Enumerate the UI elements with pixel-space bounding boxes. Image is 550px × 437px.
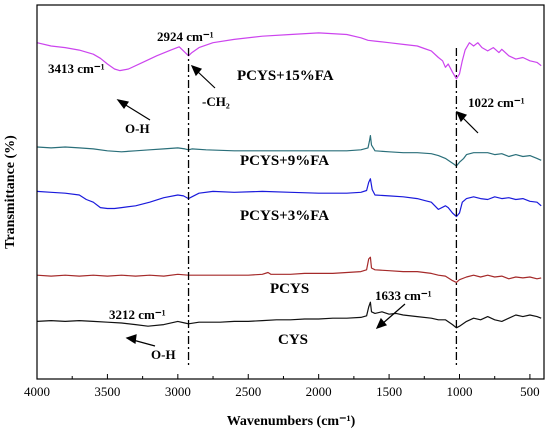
series-line-pcys: [36, 256, 542, 283]
arrow-1633: [381, 303, 406, 325]
annotation-1022: 1022 cm⁻¹: [468, 95, 525, 110]
x-axis-ticks: 4000 3500 3000 2500 2000 1500 1000 500: [24, 374, 540, 399]
x-axis-title: Wavenumbers (cm⁻¹): [227, 414, 356, 429]
series-line-cys: [36, 301, 542, 329]
annotation-ch2: -CH₂: [202, 94, 230, 109]
series-label-pcys: PCYS: [270, 281, 309, 297]
x-tick-label-2500: 2500: [235, 384, 261, 399]
arrow-ch2: [196, 70, 216, 89]
x-tick-label-3500: 3500: [94, 384, 120, 399]
annotation-2924: 2924 cm⁻¹: [157, 29, 214, 44]
x-tick-label-1500: 1500: [376, 384, 402, 399]
series-line-pcys-3-fa: [36, 178, 542, 218]
annotation-1633: 1633 cm⁻¹: [375, 288, 432, 303]
arrow-3413-head: [116, 99, 129, 110]
arrow-ch2-head: [190, 65, 203, 77]
x-tick-label-2000: 2000: [306, 384, 332, 399]
annotation-oh-top: O-H: [125, 121, 150, 136]
series-layer: [36, 32, 542, 329]
series-label-pcys-3fa: PCYS+3%FA: [240, 208, 329, 224]
annotation-3212: 3212 cm⁻¹: [109, 307, 166, 322]
plot-frame: [36, 4, 545, 380]
arrow-1633-head: [375, 317, 388, 329]
series-label-cys: CYS: [278, 332, 308, 348]
series-label-pcys-15fa: PCYS+15%FA: [237, 68, 334, 84]
x-tick-label-500: 500: [520, 384, 540, 399]
arrow-1022-head: [455, 111, 468, 123]
y-axis-title: Transmittance (%): [3, 135, 18, 249]
arrow-3212: [132, 339, 156, 347]
series-line-pcys-15-fa: [36, 32, 542, 80]
arrow-3413: [123, 103, 151, 121]
arrow-1022: [461, 116, 479, 134]
x-tick-label-1000: 1000: [447, 384, 473, 399]
x-tick-label-4000: 4000: [24, 384, 50, 399]
annotation-3413: 3413 cm⁻¹: [48, 61, 105, 76]
reference-lines: [187, 48, 458, 366]
series-label-pcys-9fa: PCYS+9%FA: [240, 153, 329, 169]
annotation-arrows: [116, 65, 479, 347]
annotation-oh-bottom: O-H: [151, 347, 176, 362]
arrow-3212-head: [125, 334, 137, 345]
x-tick-label-3000: 3000: [165, 384, 191, 399]
series-line-pcys-9-fa: [36, 135, 542, 167]
